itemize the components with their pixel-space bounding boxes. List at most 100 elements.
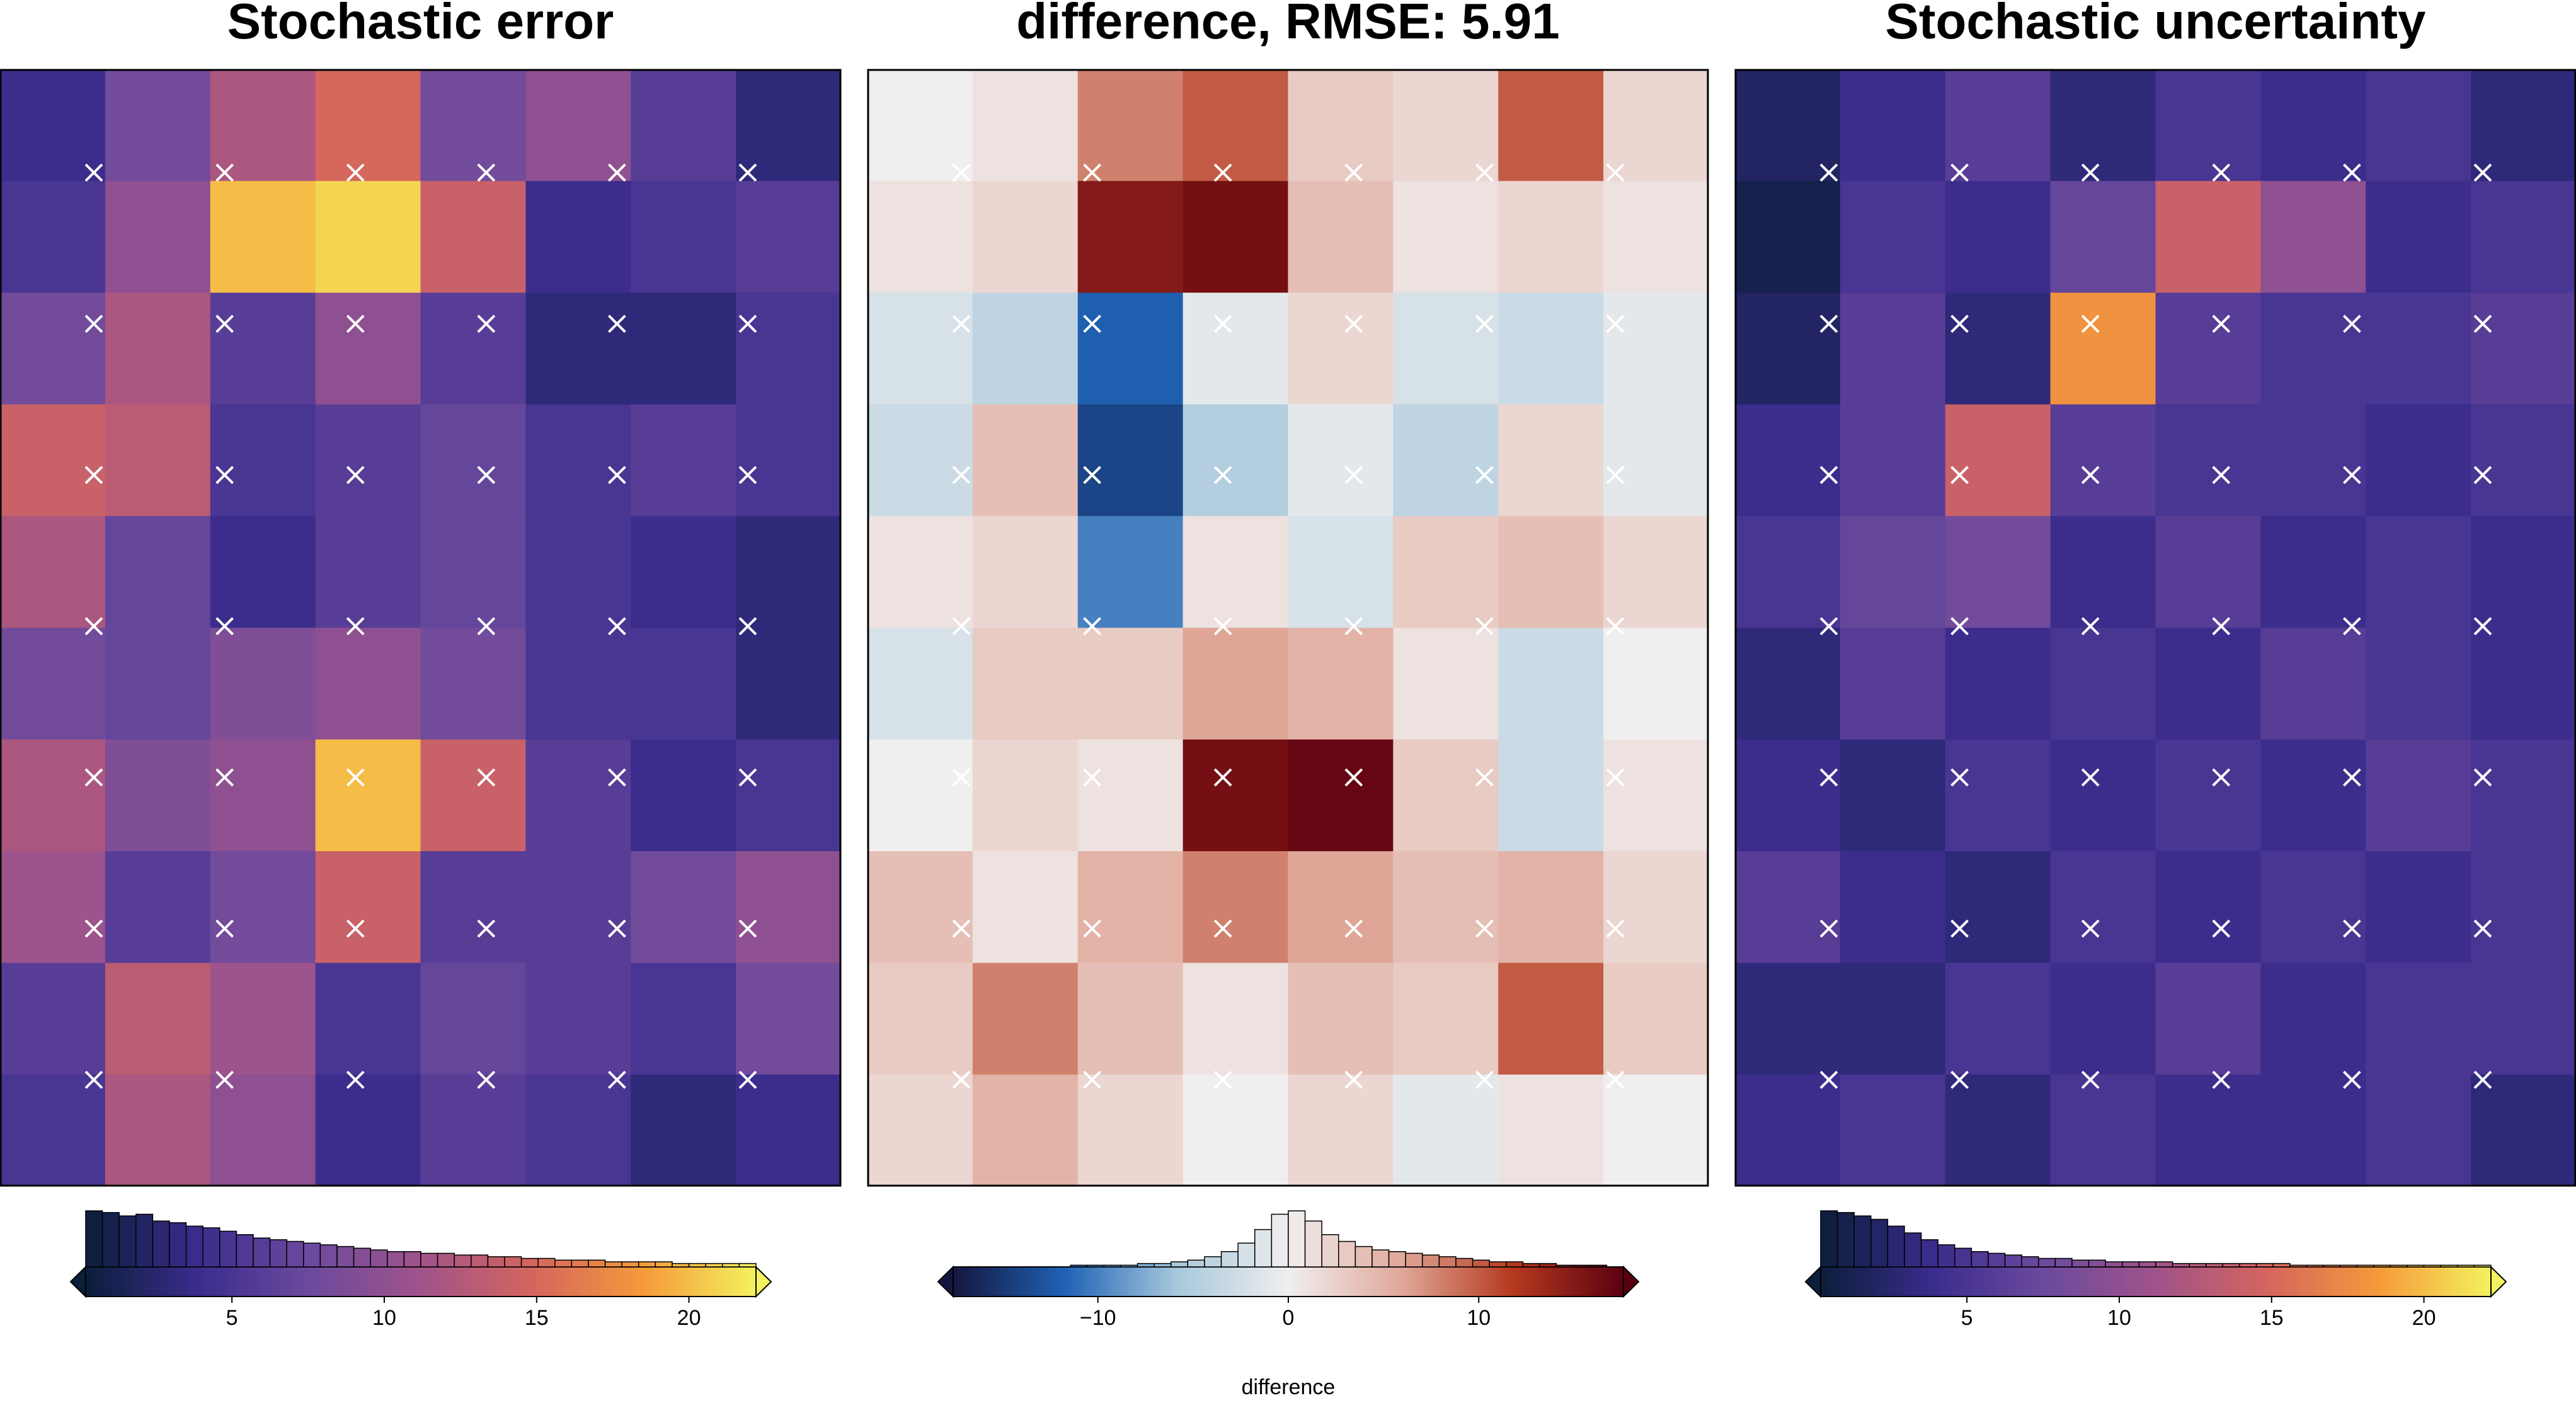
heatmap-cell — [420, 627, 526, 740]
heatmap-cell — [631, 404, 736, 517]
heatmap-cell — [2260, 404, 2366, 517]
heatmap-cell — [420, 963, 526, 1075]
colorbar-extend-high — [1623, 1265, 1640, 1298]
heatmap-cell — [2155, 1074, 2261, 1187]
heatmap-cell — [736, 851, 842, 963]
heatmap-cell — [210, 69, 316, 181]
heatmap-cell — [1182, 1074, 1288, 1187]
heatmap-cell — [315, 739, 421, 852]
colorbar-tick-label: 5 — [1961, 1306, 1973, 1330]
heatmap-cell — [210, 516, 316, 628]
histogram-bar — [1204, 1256, 1222, 1268]
heatmap-cell — [972, 739, 1079, 852]
heatmap-cell — [2260, 739, 2366, 852]
heatmap-cell — [736, 1074, 842, 1187]
heatmap-cell — [105, 739, 211, 852]
histogram-bar — [1321, 1234, 1339, 1268]
observation-marker — [1344, 768, 1363, 787]
histogram-bar — [1087, 1264, 1105, 1268]
colorbar-tick-label: 10 — [2107, 1306, 2131, 1330]
observation-marker — [2473, 314, 2492, 333]
heatmap-cell — [1603, 1074, 1709, 1187]
observation-marker — [607, 163, 626, 182]
heatmap-cell — [420, 404, 526, 517]
heatmap-cell — [1945, 739, 2051, 852]
heatmap-cell — [1288, 963, 1394, 1075]
heatmap-cell — [1840, 739, 1946, 852]
observation-marker — [477, 163, 496, 182]
colorbar-tick-label: 0 — [1283, 1306, 1295, 1330]
observation-marker — [1606, 768, 1625, 787]
histogram-bar — [2373, 1264, 2391, 1268]
heatmap-cell — [525, 69, 631, 181]
observation-marker — [1950, 1070, 1969, 1089]
heatmap-cell — [420, 292, 526, 405]
heatmap-cell — [1735, 292, 1841, 405]
histogram-bar — [454, 1254, 472, 1268]
heatmap-cell — [0, 181, 106, 294]
heatmap-cell — [1182, 181, 1288, 294]
histogram-bar — [2054, 1257, 2073, 1268]
heatmap-cell — [105, 963, 211, 1075]
heatmap-cell — [2366, 404, 2471, 517]
heatmap-cell — [1288, 627, 1394, 740]
heatmap-cell — [736, 627, 842, 740]
heatmap-cell — [1288, 739, 1394, 852]
heatmap-cell — [1077, 69, 1184, 181]
observation-marker — [1213, 617, 1232, 636]
histogram-bar — [1103, 1264, 1121, 1268]
heatmap-cell — [210, 1074, 316, 1187]
observation-marker — [1819, 617, 1838, 636]
histogram-bar — [2289, 1264, 2308, 1268]
heatmap-cell — [2260, 851, 2366, 963]
heatmap-cell — [2155, 627, 2261, 740]
heatmap-cell — [1288, 181, 1394, 294]
histogram-bar — [520, 1257, 539, 1268]
heatmap-cell — [210, 739, 316, 852]
histogram-bar — [2255, 1263, 2274, 1268]
histogram-bar — [588, 1259, 606, 1268]
histogram-bar — [672, 1263, 690, 1268]
heatmap-cell — [105, 627, 211, 740]
observation-marker — [1083, 768, 1102, 787]
observation-marker — [477, 466, 496, 484]
histogram-bar — [2473, 1264, 2492, 1268]
observation-marker — [84, 919, 103, 938]
heatmap-cell — [2155, 963, 2261, 1075]
histogram-bar — [2021, 1256, 2039, 1268]
heatmap-cell — [2050, 292, 2156, 405]
heatmap-cell — [736, 404, 842, 517]
heatmap-cell — [1945, 516, 2051, 628]
colorbar-extend-high — [755, 1265, 772, 1298]
histogram-bar — [1422, 1254, 1440, 1268]
heatmap-cell — [1077, 739, 1184, 852]
observation-marker — [1344, 617, 1363, 636]
histogram-bar — [85, 1210, 103, 1268]
histogram-bar — [1836, 1211, 1855, 1268]
heatmap-cell — [1077, 516, 1184, 628]
heatmap-cell — [2471, 1074, 2576, 1187]
panel-frame — [1734, 69, 2576, 1187]
heatmap-cell — [2366, 851, 2471, 963]
histogram-bar — [152, 1220, 170, 1268]
histogram-bar — [705, 1263, 723, 1268]
observation-marker — [1083, 163, 1102, 182]
observation-marker — [952, 768, 971, 787]
heatmap-cell — [1735, 1074, 1841, 1187]
observation-marker — [1213, 466, 1232, 484]
heatmap-cell — [1735, 851, 1841, 963]
heatmap-cell — [1393, 69, 1499, 181]
heatmap-cell — [1603, 851, 1709, 963]
heatmap-cell — [2471, 69, 2576, 181]
heatmap-cell — [1498, 963, 1604, 1075]
histogram-bar — [1438, 1256, 1457, 1268]
heatmap-cell — [1393, 739, 1499, 852]
heatmap-cell — [105, 404, 211, 517]
heatmap-cell — [1603, 69, 1709, 181]
histogram-bar — [1522, 1263, 1540, 1268]
observation-marker — [346, 163, 365, 182]
observation-marker — [477, 1070, 496, 1089]
heatmap-cell — [105, 851, 211, 963]
heatmap-cell — [867, 181, 973, 294]
